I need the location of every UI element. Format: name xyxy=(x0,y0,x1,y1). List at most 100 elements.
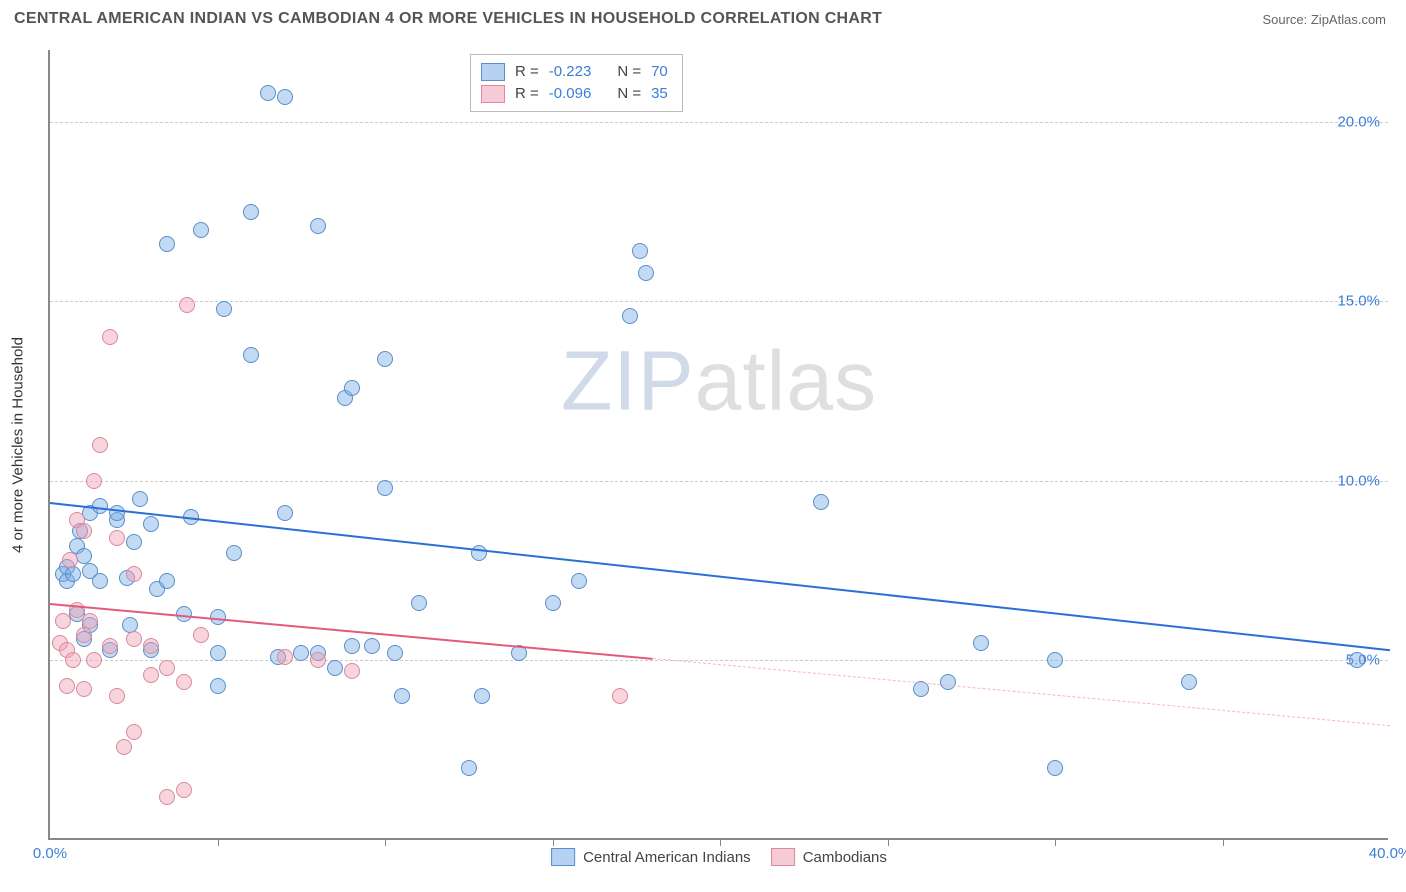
stat-n-value: 70 xyxy=(651,61,668,83)
data-point xyxy=(132,491,148,507)
data-point xyxy=(387,645,403,661)
data-point xyxy=(143,638,159,654)
stat-n-value: 35 xyxy=(651,83,668,105)
data-point xyxy=(474,688,490,704)
data-point xyxy=(571,573,587,589)
data-point xyxy=(545,595,561,611)
x-minor-tick xyxy=(720,838,721,846)
x-minor-tick xyxy=(553,838,554,846)
legend-item: Central American Indians xyxy=(551,848,751,866)
trend-line xyxy=(50,502,1390,651)
stats-legend: R =-0.223N =70R =-0.096N =35 xyxy=(470,54,683,112)
watermark-atlas: atlas xyxy=(695,333,877,427)
x-minor-tick xyxy=(888,838,889,846)
data-point xyxy=(159,573,175,589)
chart-container: 4 or more Vehicles in Household ZIPatlas… xyxy=(48,50,1388,840)
data-point xyxy=(109,530,125,546)
legend-swatch xyxy=(481,85,505,103)
watermark: ZIPatlas xyxy=(561,332,877,429)
data-point xyxy=(76,627,92,643)
stat-n-label: N = xyxy=(617,61,641,83)
data-point xyxy=(210,678,226,694)
data-point xyxy=(193,222,209,238)
data-point xyxy=(1181,674,1197,690)
data-point xyxy=(973,635,989,651)
data-point xyxy=(179,297,195,313)
gridline xyxy=(50,660,1388,661)
data-point xyxy=(59,678,75,694)
data-point xyxy=(102,638,118,654)
data-point xyxy=(344,380,360,396)
data-point xyxy=(193,627,209,643)
data-point xyxy=(76,681,92,697)
data-point xyxy=(210,645,226,661)
data-point xyxy=(216,301,232,317)
data-point xyxy=(471,545,487,561)
y-tick-label: 15.0% xyxy=(1337,293,1380,310)
stat-r-value: -0.096 xyxy=(549,83,592,105)
y-tick-label: 10.0% xyxy=(1337,472,1380,489)
gridline xyxy=(50,122,1388,123)
data-point xyxy=(92,437,108,453)
data-point xyxy=(377,480,393,496)
x-minor-tick xyxy=(385,838,386,846)
title-bar: CENTRAL AMERICAN INDIAN VS CAMBODIAN 4 O… xyxy=(0,0,1406,34)
data-point xyxy=(82,613,98,629)
x-tick-label: 0.0% xyxy=(33,845,67,862)
legend-swatch xyxy=(481,63,505,81)
data-point xyxy=(159,789,175,805)
stat-r-value: -0.223 xyxy=(549,61,592,83)
data-point xyxy=(92,573,108,589)
data-point xyxy=(76,523,92,539)
plot-area: ZIPatlas 5.0%10.0%15.0%20.0%0.0%40.0%R =… xyxy=(48,50,1388,840)
legend-label: Central American Indians xyxy=(583,849,751,866)
data-point xyxy=(310,652,326,668)
data-point xyxy=(126,631,142,647)
data-point xyxy=(176,782,192,798)
data-point xyxy=(638,265,654,281)
data-point xyxy=(65,566,81,582)
data-point xyxy=(159,660,175,676)
gridline xyxy=(50,301,1388,302)
data-point xyxy=(612,688,628,704)
watermark-zip: ZIP xyxy=(561,333,695,427)
data-point xyxy=(109,688,125,704)
legend-item: Cambodians xyxy=(771,848,887,866)
data-point xyxy=(344,638,360,654)
data-point xyxy=(310,218,326,234)
data-point xyxy=(327,660,343,676)
x-tick-label: 40.0% xyxy=(1369,845,1406,862)
data-point xyxy=(243,347,259,363)
data-point xyxy=(411,595,427,611)
x-minor-tick xyxy=(1223,838,1224,846)
x-minor-tick xyxy=(1055,838,1056,846)
data-point xyxy=(126,724,142,740)
data-point xyxy=(277,505,293,521)
stat-n-label: N = xyxy=(617,83,641,105)
data-point xyxy=(159,236,175,252)
chart-title: CENTRAL AMERICAN INDIAN VS CAMBODIAN 4 O… xyxy=(14,10,882,28)
data-point xyxy=(940,674,956,690)
data-point xyxy=(293,645,309,661)
data-point xyxy=(116,739,132,755)
data-point xyxy=(394,688,410,704)
data-point xyxy=(86,473,102,489)
data-point xyxy=(126,566,142,582)
data-point xyxy=(632,243,648,259)
data-point xyxy=(86,652,102,668)
data-point xyxy=(122,617,138,633)
trend-line xyxy=(653,658,1390,726)
data-point xyxy=(461,760,477,776)
data-point xyxy=(377,351,393,367)
data-point xyxy=(126,534,142,550)
gridline xyxy=(50,481,1388,482)
data-point xyxy=(364,638,380,654)
series-legend: Central American Indians Cambodians xyxy=(551,848,887,866)
data-point xyxy=(109,505,125,521)
data-point xyxy=(277,89,293,105)
data-point xyxy=(622,308,638,324)
data-point xyxy=(65,652,81,668)
data-point xyxy=(344,663,360,679)
data-point xyxy=(143,516,159,532)
data-point xyxy=(277,649,293,665)
